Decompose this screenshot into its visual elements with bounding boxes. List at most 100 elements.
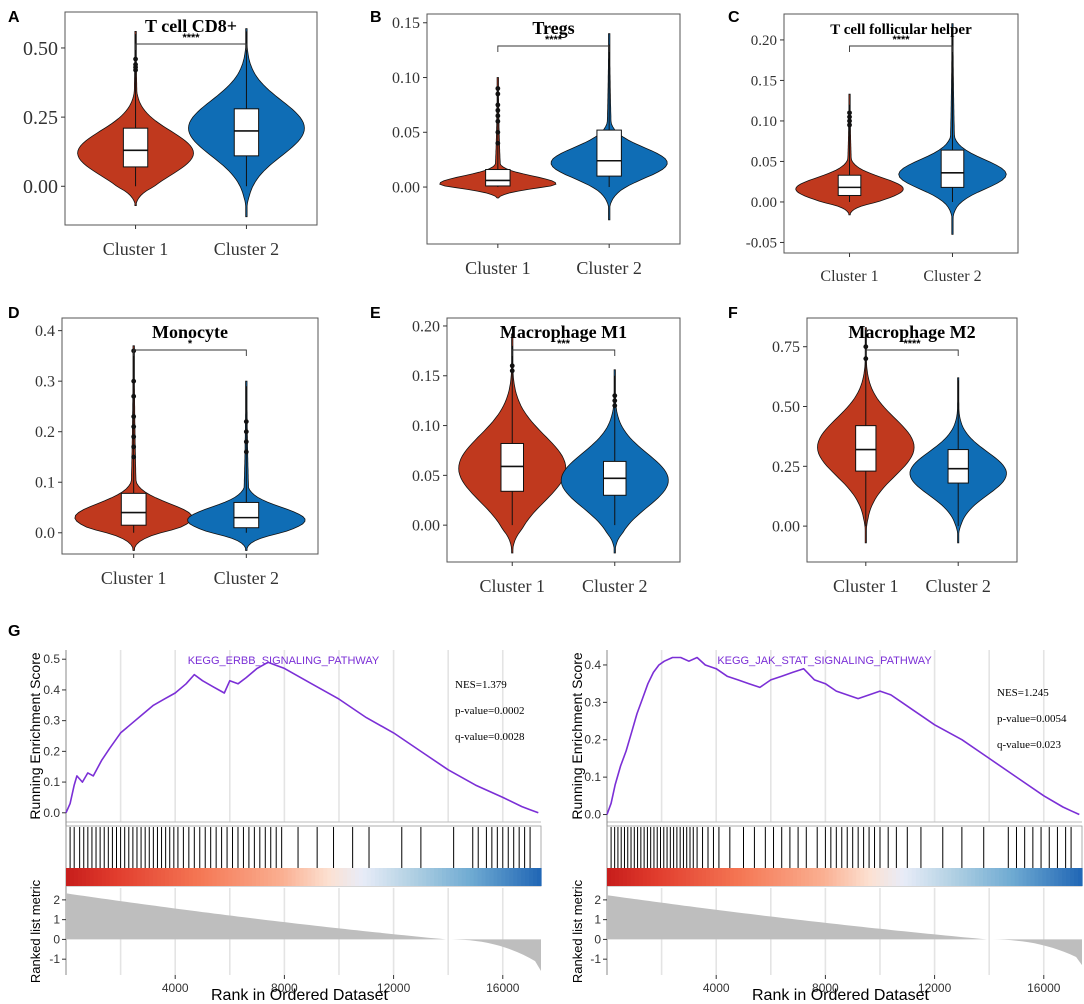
rank-color-segment	[390, 868, 396, 886]
metric-tick-label: -1	[590, 952, 601, 966]
panel-label: D	[8, 305, 20, 322]
panel-label: E	[370, 305, 381, 322]
significance-label: ****	[545, 34, 563, 46]
y-tick-label: 0.2	[584, 733, 601, 747]
rank-color-segment	[220, 868, 225, 886]
rank-color-segment	[1074, 868, 1079, 886]
rank-color-segment	[153, 868, 158, 886]
rank-color-segment	[370, 868, 376, 886]
outlier-point	[509, 368, 515, 374]
rank-color-segment	[955, 868, 960, 886]
outlier-point	[612, 398, 618, 404]
rank-color-segment	[323, 868, 328, 886]
pathway-title: KEGG_JAK_STAT_SIGNALING_PATHWAY	[717, 655, 932, 667]
rank-color-segment	[438, 868, 443, 886]
rank-color-segment	[414, 868, 419, 886]
outlier-point	[131, 424, 137, 430]
x-category-label: Cluster 1	[101, 568, 167, 588]
y-tick-label: 0.15	[751, 74, 777, 90]
y-tick-label: 0.15	[392, 15, 420, 32]
violin-panel-C: C 0.20 0.15 0.10 0.05 0.00 -0.05 Cluster 1 Clust…	[728, 9, 1019, 285]
rank-color-segment	[963, 868, 968, 886]
rank-color-segment	[1018, 868, 1024, 886]
violin-panel-F: F 0.75 0.50 0.25 0.00 Cluster 1 Cluster 2 ****M…	[728, 305, 1018, 596]
rank-color-segment	[442, 868, 447, 886]
rank-color-segment	[769, 868, 774, 886]
rank-color-segment	[537, 868, 542, 886]
outlier-point	[243, 449, 249, 455]
enrichment-score-line	[606, 656, 1080, 816]
rank-color-segment	[709, 868, 715, 886]
rank-color-segment	[489, 868, 495, 886]
rank-color-segment	[939, 868, 945, 886]
plot-frame	[64, 11, 318, 226]
rank-color-segment	[690, 868, 695, 886]
significance-label: ****	[892, 34, 910, 46]
rank-color-segment	[244, 868, 249, 886]
rank-color-segment	[386, 868, 392, 886]
panel-title: Macrophage M2	[848, 322, 975, 342]
panel-title: T cell follicular helper	[830, 22, 972, 38]
rank-color-segment	[73, 868, 79, 886]
x-category-label: Cluster 2	[214, 568, 280, 588]
rank-color-segment	[943, 868, 949, 886]
rank-color-segment	[354, 868, 360, 886]
rank-color-segment	[473, 868, 479, 886]
metric-tick-label: 0	[594, 932, 601, 946]
rank-color-segment	[402, 868, 408, 886]
rank-color-segment	[224, 868, 229, 886]
rank-color-segment	[990, 868, 996, 886]
significance-bracket	[497, 45, 610, 52]
rank-color-segment	[236, 868, 241, 886]
x-category-label: Cluster 2	[923, 268, 981, 285]
rank-color-segment	[307, 868, 313, 886]
rank-color-segment	[406, 868, 411, 886]
x-category-label: Cluster 1	[103, 239, 169, 259]
outlier-point	[612, 403, 618, 409]
rank-color-segment	[89, 868, 95, 886]
rank-color-segment	[161, 868, 166, 886]
x-category-label: Cluster 1	[833, 576, 899, 596]
rank-color-segment	[461, 868, 467, 886]
rank-color-segment	[741, 868, 747, 886]
outlier-point	[131, 444, 137, 450]
rank-color-segment	[828, 868, 834, 886]
rank-color-segment	[311, 868, 316, 886]
box-iqr	[120, 492, 147, 526]
rank-color-segment	[983, 868, 988, 886]
rank-color-segment	[299, 868, 305, 886]
x-tick-label: 16000	[1027, 981, 1061, 995]
significance-bracket	[511, 349, 616, 356]
significance-bracket	[135, 43, 247, 50]
rank-color-segment	[493, 868, 499, 886]
rank-color-segment	[903, 868, 909, 886]
y-tick-label: 0.00	[392, 179, 420, 196]
rank-color-segment	[477, 868, 483, 886]
outlier-point	[847, 114, 852, 120]
rank-color-segment	[745, 868, 751, 886]
y-tick-label: 0.4	[584, 658, 601, 672]
rank-color-segment	[521, 868, 526, 886]
outlier-point	[495, 86, 501, 91]
outlier-point	[847, 122, 852, 128]
rank-color-segment	[164, 868, 170, 886]
box-iqr	[855, 425, 877, 472]
rank-color-segment	[967, 868, 972, 886]
rank-color-segment	[832, 868, 838, 886]
rank-color-segment	[844, 868, 850, 886]
violin-panel-D: D 0.4 0.3 0.2 0.1 0.0 Cluster 1 Cluster 2 *Monoc…	[8, 305, 319, 588]
rank-color-segment	[931, 868, 937, 886]
rank-color-segment	[670, 868, 675, 886]
significance-label: ****	[182, 32, 200, 44]
y-tick-label: 0.05	[392, 125, 420, 142]
rank-color-segment	[725, 868, 731, 886]
rank-color-segment	[694, 868, 699, 886]
rank-color-segment	[358, 868, 364, 886]
rank-color-segment	[753, 868, 759, 886]
rank-color-segment	[1006, 868, 1012, 886]
rank-color-segment	[121, 868, 126, 886]
outlier-point	[133, 56, 138, 62]
rank-color-segment	[1034, 868, 1040, 886]
rank-color-segment	[852, 868, 857, 886]
outlier-point	[243, 429, 249, 435]
